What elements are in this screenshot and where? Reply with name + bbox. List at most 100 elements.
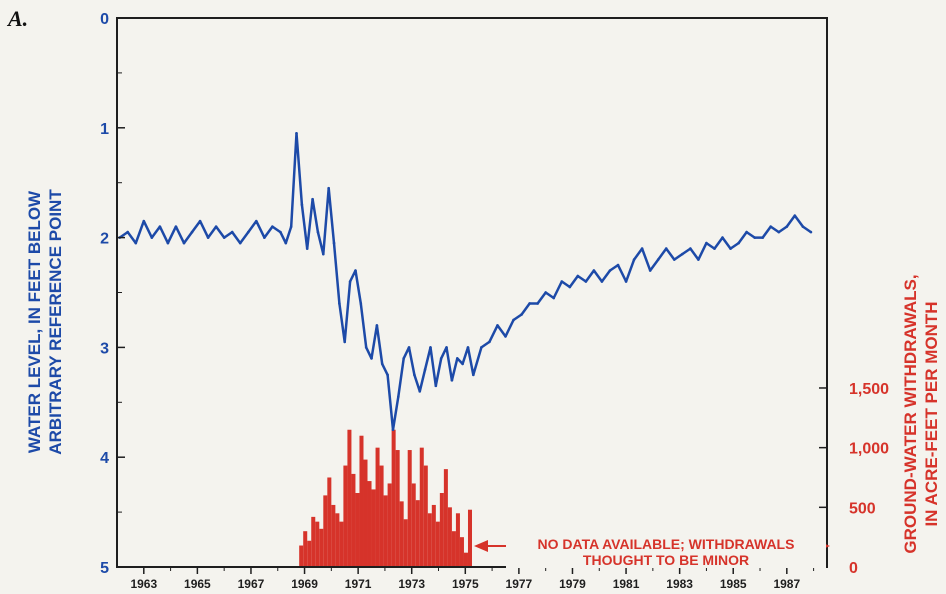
water-level-point [407,346,411,349]
water-level-point [222,236,226,239]
water-level-point [174,225,178,228]
withdrawal-bar [299,545,304,567]
withdrawal-bar [339,521,344,567]
water-level-point [158,225,162,228]
x-tick-label: 1985 [720,577,747,591]
water-level-point [809,230,813,234]
left-tick-label: 0 [100,11,109,28]
water-level-point [238,241,242,245]
water-level-point [713,247,716,250]
x-tick-label: 1979 [559,577,586,591]
no-data-note-line-2: THOUGHT TO BE MINOR [582,552,750,568]
water-level-point [348,280,352,283]
water-level-point [327,186,330,190]
right-axis-ticks: 0 500 1,000 1,500 [819,381,889,577]
water-level-point [214,225,218,228]
withdrawal-bar [415,500,420,567]
x-tick-label: 1975 [452,577,479,591]
water-level-point [380,362,384,366]
withdrawal-bar [443,469,448,567]
water-level-point [624,280,628,283]
x-tick-label: 1971 [345,577,372,591]
water-level-series [118,132,812,432]
withdrawal-bar [379,465,384,567]
left-axis-ticks: 0 1 2 3 4 5 [100,11,125,577]
water-level-point [544,291,547,294]
water-level-point [450,379,454,382]
water-level-point [592,269,596,272]
water-level-point [397,395,400,399]
withdrawal-bar [303,531,308,567]
water-level-point [311,197,314,201]
withdrawal-bar [439,493,444,567]
withdrawal-bar [375,447,380,567]
x-tick-label: 1963 [130,577,157,591]
withdrawal-bar [451,531,456,567]
water-level-point [142,219,146,223]
x-tick-label: 1987 [773,577,800,591]
water-level-point [672,258,676,261]
right-axis-label-line-1: GROUND-WATER WITHDRAWALS, [901,274,920,554]
water-level-point [418,390,422,393]
withdrawal-bar [359,435,364,567]
water-level-point [246,230,250,234]
water-level-point [150,236,154,239]
water-level-point [255,219,258,223]
water-level-point [434,384,438,388]
water-level-point [423,368,427,371]
water-level-point [616,263,620,267]
water-level-point [166,241,170,245]
water-level-point [737,241,740,245]
water-level-point [729,247,732,250]
water-level-point [560,280,564,283]
water-level-point [206,236,210,239]
left-tick-label: 4 [100,450,109,467]
water-level-point [504,335,507,338]
water-level-point [230,230,234,234]
x-tick-label: 1967 [238,577,265,591]
withdrawal-bar [459,537,464,567]
left-tick-label: 2 [100,231,109,248]
withdrawal-bar [355,493,360,567]
water-level-point [182,241,186,245]
water-level-point [402,357,405,360]
water-level-point [461,362,464,366]
water-level-point [793,214,797,217]
water-level-point [568,285,572,289]
water-level-point [536,302,539,305]
water-level-point [364,346,368,349]
left-tick-label: 3 [100,340,109,357]
withdrawal-bar [455,513,460,567]
water-level-point [126,230,130,234]
water-level-point [284,241,288,245]
right-tick-label: 1,500 [849,381,889,398]
water-level-point [745,230,748,234]
water-level-point [512,318,515,322]
water-level-point [466,346,470,349]
withdrawal-bar [335,513,340,567]
withdrawal-bar [319,528,324,567]
water-level-point [632,258,636,261]
withdrawal-bar [343,465,348,567]
withdrawal-bar [351,473,356,567]
water-level-point [608,269,612,272]
water-level-point [721,236,724,239]
right-tick-label: 0 [849,560,858,577]
x-axis-ticks: 1963 1965 1967 1969 1971 1973 1975 1977 1979 1981… [130,567,815,591]
withdrawal-bar [307,540,312,567]
withdrawal-bar [387,483,392,567]
withdrawal-bar [435,521,440,567]
water-level-point [552,296,556,300]
water-level-point [480,346,483,349]
withdrawal-bars [299,429,472,567]
right-axis-label-line-2: IN ACRE-FEET PER MONTH [922,301,941,527]
withdrawal-bar [311,516,316,567]
water-level-point [584,280,588,283]
water-level-point [656,258,660,261]
withdrawal-bar [363,459,368,567]
right-tick-label: 500 [849,500,876,517]
water-level-point [391,428,395,432]
withdrawal-bar [331,504,336,567]
water-level-point [769,225,773,228]
